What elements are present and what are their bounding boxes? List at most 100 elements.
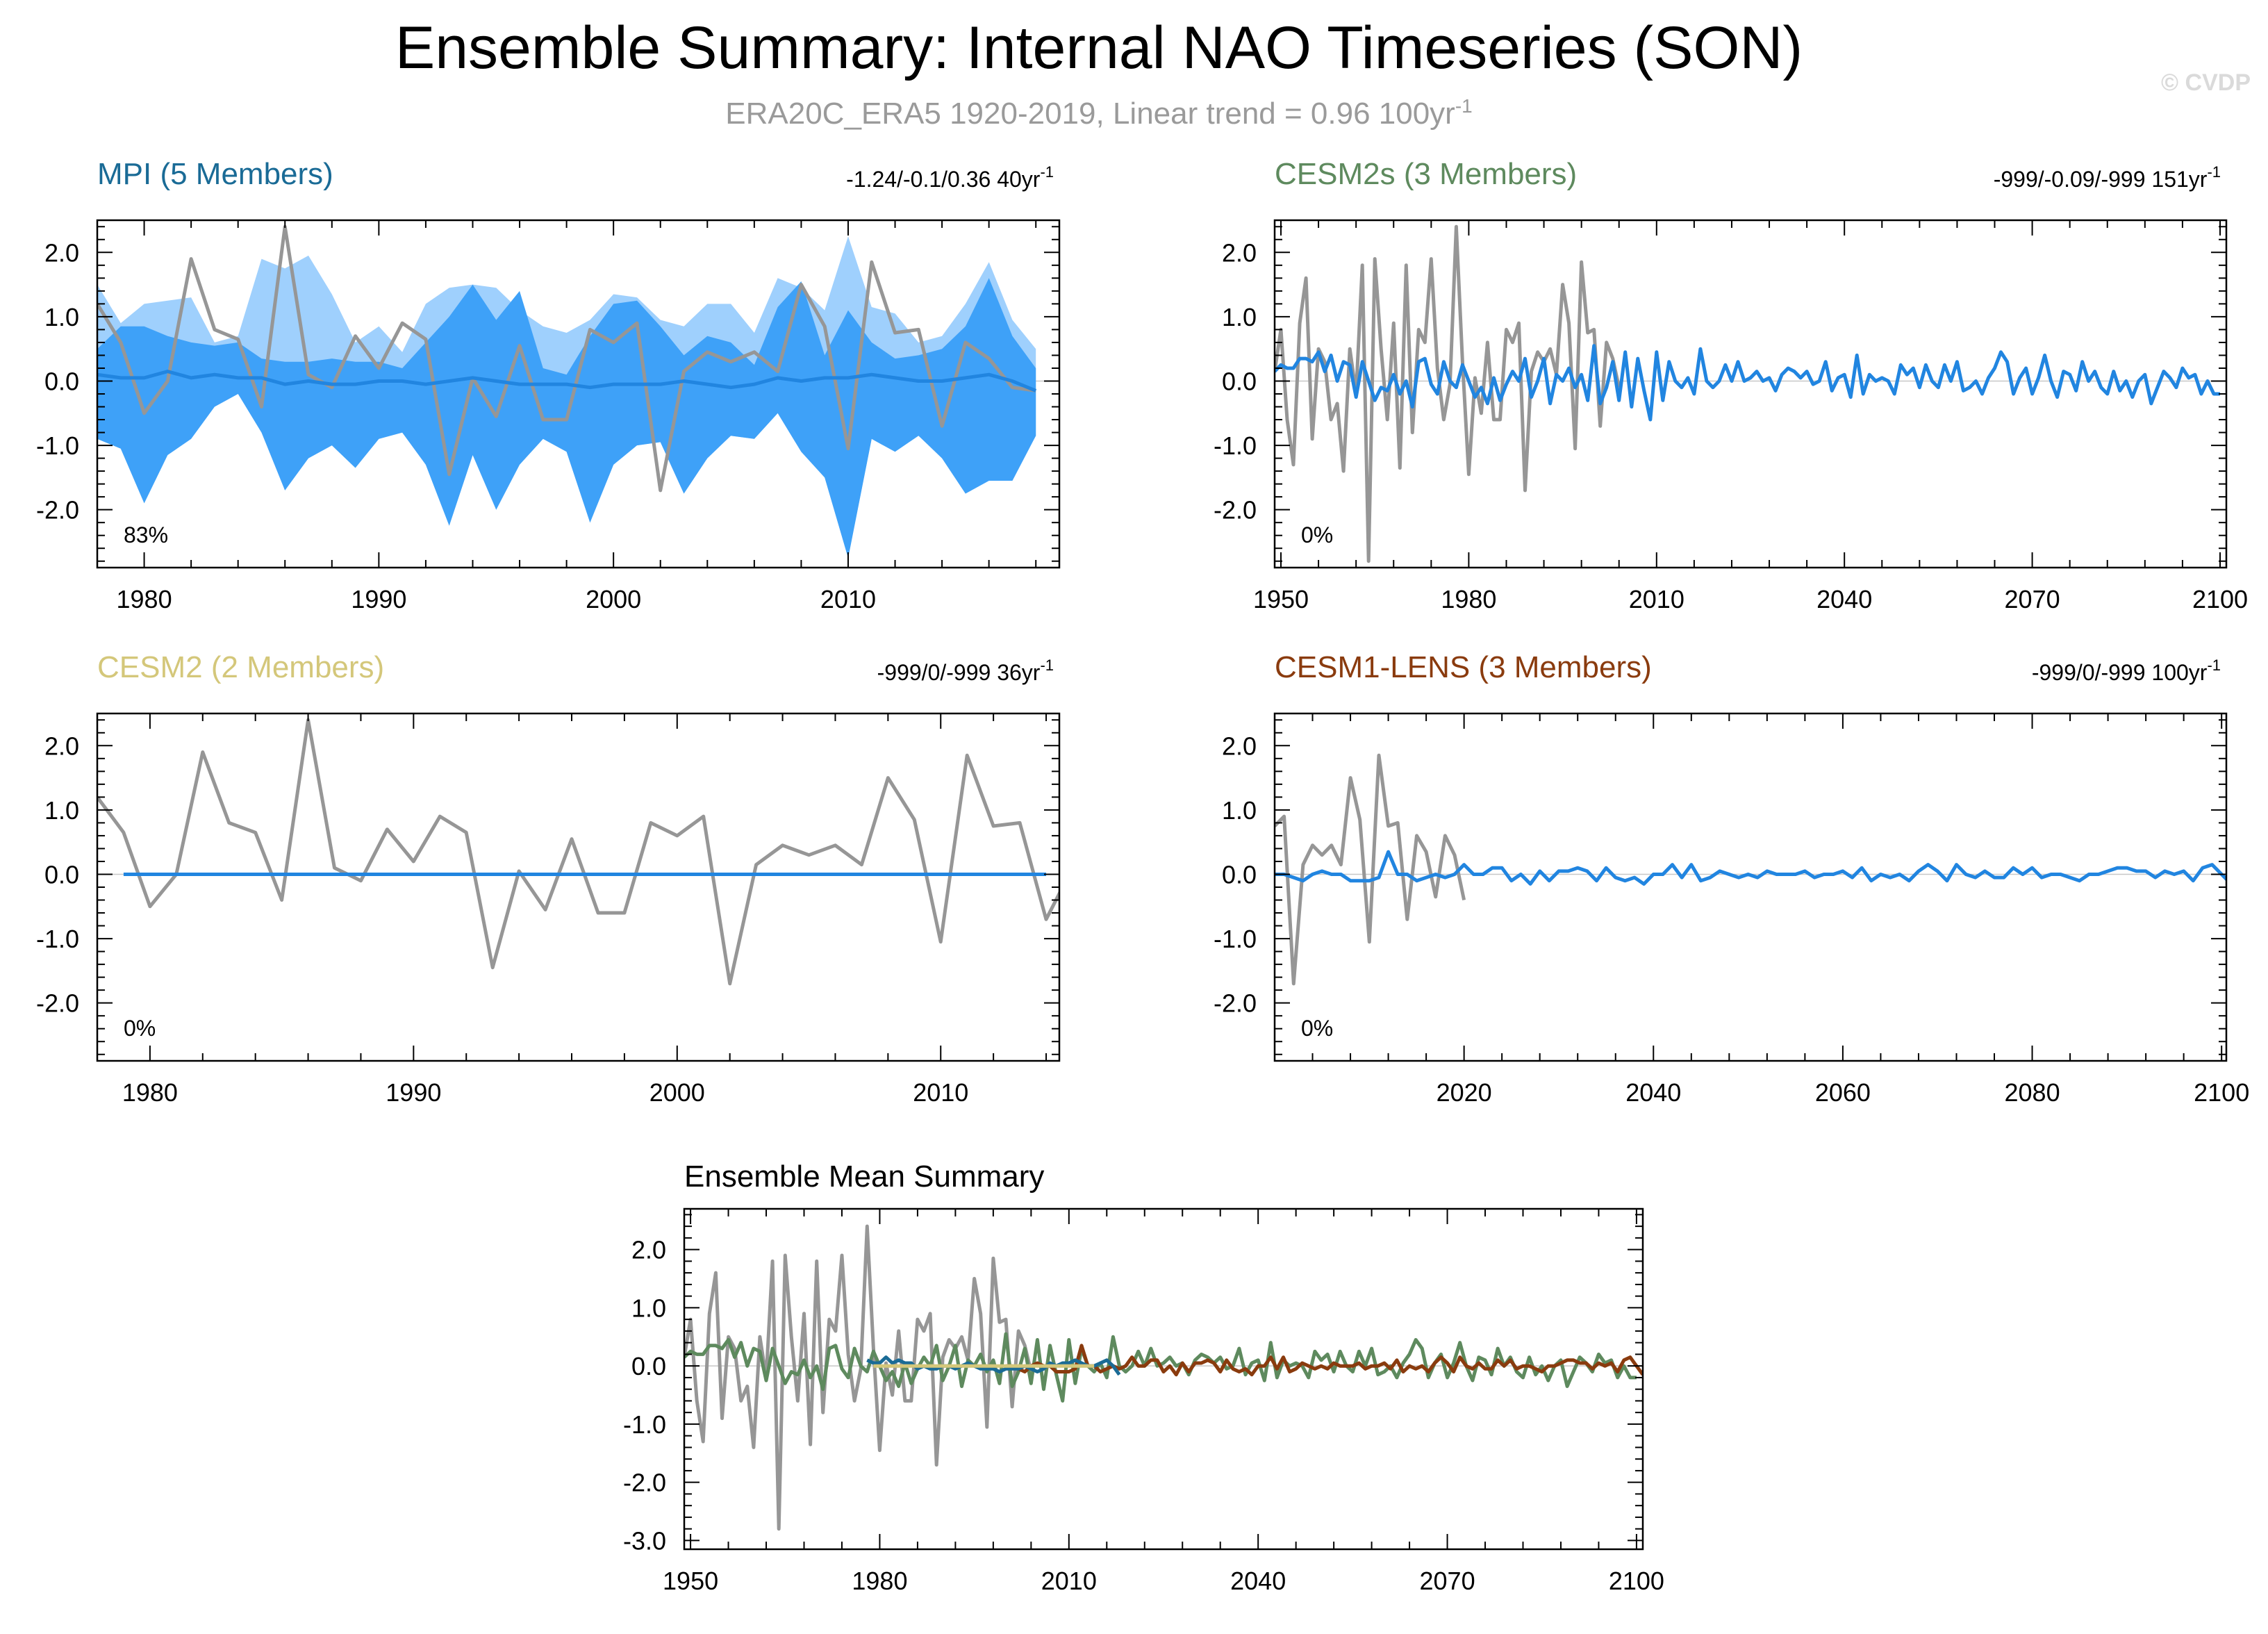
plot-area <box>1275 753 2226 986</box>
y-tick-label: -1.0 <box>1214 431 1257 460</box>
y-tick-label: 1.0 <box>631 1294 666 1322</box>
panel-mpi: MPI (5 Members) -1.24/-0.1/0.36 40yr-1 2.0… <box>36 157 1061 613</box>
x-tick-label: 2060 <box>1815 1078 1871 1107</box>
panel-cesm2: CESM2 (2 Members) -999/0/-999 36yr-1 2.0 1.… <box>36 650 1061 1107</box>
y-tick-label: -3.0 <box>623 1526 666 1555</box>
stats-superscript: -1 <box>1040 657 1054 674</box>
x-tick-label: 2040 <box>1230 1567 1286 1595</box>
y-tick-label: 2.0 <box>631 1236 666 1264</box>
panel-title: MPI (5 Members) <box>97 157 333 191</box>
plot-area <box>1275 224 2220 563</box>
stats-superscript: -1 <box>2207 657 2221 674</box>
y-tick-label: -1.0 <box>36 431 79 460</box>
x-tick-label: 2040 <box>1816 585 1872 613</box>
y-tick-label: 1.0 <box>1222 303 1257 331</box>
plot-area <box>97 718 1059 986</box>
x-tick-label: 2100 <box>2194 1078 2249 1107</box>
x-tick-label: 2020 <box>1437 1078 1492 1107</box>
y-tick-label: 2.0 <box>44 732 79 760</box>
ensemble-mean-line <box>97 370 1037 393</box>
y-tick-label: 0.0 <box>44 367 79 395</box>
x-tick-label: 1980 <box>1441 585 1496 613</box>
x-tick-label: 2100 <box>1609 1567 1664 1595</box>
stats-text: -999/0/-999 100yr <box>2032 660 2208 685</box>
panel-annotation: 0% <box>124 1016 156 1041</box>
cesm1lens-mean-line <box>1006 1344 1643 1377</box>
copyright-watermark: © CVDP <box>2161 69 2251 96</box>
x-tick-label: 2100 <box>2192 585 2248 613</box>
x-tick-label: 2010 <box>913 1078 968 1107</box>
observed-line <box>97 224 1036 493</box>
plot-frame <box>96 712 1061 1062</box>
panel-annotation: 83% <box>124 522 168 547</box>
subtitle-text: ERA20C_ERA5 1920-2019, Linear trend = 0.… <box>725 97 1455 131</box>
subtitle-superscript: -1 <box>1455 95 1473 117</box>
panel-stats: -999/-0.09/-999 151yr-1 <box>1994 163 2221 192</box>
y-tick-label: -2.0 <box>623 1469 666 1497</box>
x-tick-label: 2000 <box>586 585 641 613</box>
stats-superscript: -1 <box>1040 163 1054 181</box>
y-tick-label: 0.0 <box>631 1352 666 1380</box>
x-tick-label: 1980 <box>852 1567 907 1595</box>
y-tick-label: 0.0 <box>1222 367 1257 395</box>
x-tick-label: 1950 <box>1253 585 1309 613</box>
stats-text: -999/-0.09/-999 151yr <box>1994 167 2208 192</box>
plot-frame <box>1273 219 2228 569</box>
x-tick-label: 2000 <box>649 1078 705 1107</box>
panel-cesm2s: CESM2s (3 Members) -999/-0.09/-999 151yr-… <box>1214 157 2248 613</box>
panels: MPI (5 Members) -1.24/-0.1/0.36 40yr-12.0… <box>36 157 2249 1595</box>
stats-text: -1.24/-0.1/0.36 40yr <box>846 167 1041 192</box>
y-tick-label: -2.0 <box>1214 989 1257 1018</box>
x-tick-label: 1980 <box>117 585 172 613</box>
x-tick-label: 1980 <box>122 1078 178 1107</box>
panel-ensemble_mean_summary: Ensemble Mean Summary 2.0 1.0 0.0 -1.0 -2.0 -3… <box>623 1160 1664 1595</box>
panel-stats: -1.24/-0.1/0.36 40yr-1 <box>846 163 1054 192</box>
x-tick-label: 2070 <box>1420 1567 1475 1595</box>
y-tick-label: 0.0 <box>44 860 79 889</box>
ensemble-mean-line <box>1275 850 2226 886</box>
plot-frame <box>1273 712 2228 1062</box>
y-tick-label: 1.0 <box>44 796 79 825</box>
y-tick-label: 2.0 <box>1222 238 1257 267</box>
y-tick-label: 2.0 <box>1222 732 1257 760</box>
panel-title: CESM2s (3 Members) <box>1275 157 1577 191</box>
x-tick-label: 1990 <box>351 585 406 613</box>
x-tick-label: 1990 <box>386 1078 441 1107</box>
y-tick-label: -2.0 <box>36 989 79 1018</box>
figure-title: Ensemble Summary: Internal NAO Timeserie… <box>395 15 1803 81</box>
mpi-mean-line <box>866 1355 1121 1376</box>
x-tick-label: 2070 <box>2005 585 2060 613</box>
y-tick-label: -1.0 <box>1214 925 1257 953</box>
panel-annotation: 0% <box>1301 522 1333 547</box>
y-tick-label: -1.0 <box>36 925 79 953</box>
x-tick-label: 2010 <box>1629 585 1685 613</box>
plot-frame <box>683 1207 1644 1551</box>
panel-title: Ensemble Mean Summary <box>684 1160 1044 1194</box>
y-tick-label: 0.0 <box>1222 860 1257 889</box>
y-tick-label: -1.0 <box>623 1410 666 1439</box>
ensemble-mean-line <box>1275 344 2220 422</box>
y-tick-label: 1.0 <box>1222 796 1257 825</box>
x-tick-label: 1950 <box>663 1567 718 1595</box>
plot-area <box>684 1224 1643 1531</box>
y-tick-label: -2.0 <box>36 496 79 525</box>
observed-line <box>1275 753 1466 986</box>
stats-text: -999/0/-999 36yr <box>877 660 1041 685</box>
observed-line <box>97 718 1059 986</box>
panel-stats: -999/0/-999 36yr-1 <box>877 657 1054 685</box>
x-tick-label: 2080 <box>2005 1078 2060 1107</box>
figure-subtitle: ERA20C_ERA5 1920-2019, Linear trend = 0.… <box>725 95 1473 131</box>
x-tick-label: 2040 <box>1625 1078 1681 1107</box>
panel-cesm1lens: CESM1-LENS (3 Members) -999/0/-999 100yr-… <box>1214 650 2249 1107</box>
panel-title: CESM2 (2 Members) <box>97 650 384 684</box>
observed-line <box>684 1224 1033 1531</box>
panel-stats: -999/0/-999 100yr-1 <box>2032 657 2221 685</box>
stats-superscript: -1 <box>2207 163 2221 181</box>
y-tick-label: -2.0 <box>1214 496 1257 525</box>
panel-annotation: 0% <box>1301 1016 1333 1041</box>
x-tick-label: 2010 <box>820 585 876 613</box>
plot-area <box>97 224 1037 559</box>
y-tick-label: 2.0 <box>44 238 79 267</box>
x-tick-label: 2010 <box>1041 1567 1097 1595</box>
